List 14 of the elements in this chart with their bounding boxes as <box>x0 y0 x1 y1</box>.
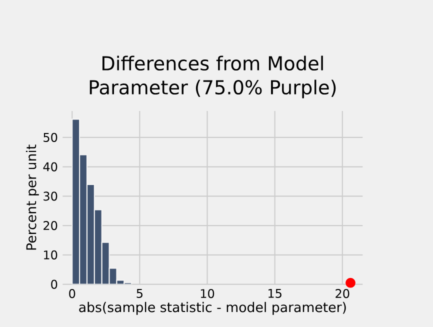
y-tick-label: 40 <box>43 162 58 172</box>
y-tick-label: 20 <box>44 221 58 230</box>
y-tick-label: 10 <box>44 250 58 260</box>
x-tick-label: 5 <box>136 289 142 298</box>
x-axis-title: abs(sample statistic - model parameter) <box>79 302 346 315</box>
x-tick-label: 15 <box>268 289 282 298</box>
y-tick-label: 30 <box>44 192 58 201</box>
y-axis-title: Percent per unit <box>26 144 39 250</box>
x-tick-label: 10 <box>200 289 214 298</box>
x-tick-label: 0 <box>69 289 76 298</box>
y-tick-label: 50 <box>44 132 58 142</box>
y-tick-label: 0 <box>51 280 58 289</box>
chart-title: Differences from Model Parameter (75.0% Purple) <box>90 56 336 98</box>
x-tick-label: 20 <box>336 289 350 298</box>
